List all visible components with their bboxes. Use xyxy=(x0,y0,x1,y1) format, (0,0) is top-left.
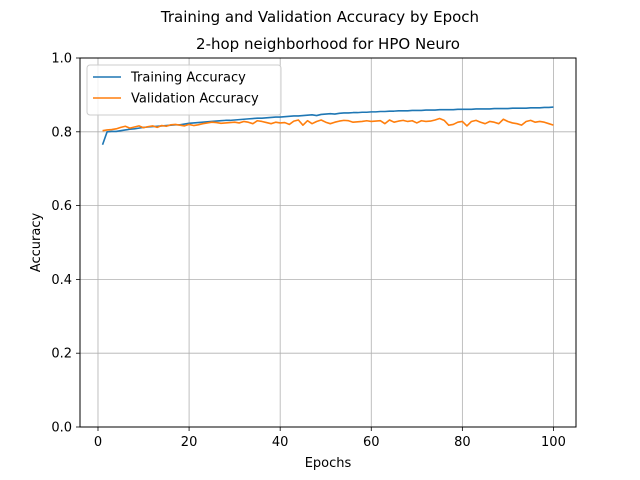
y-tick-label: 1.0 xyxy=(51,52,72,67)
y-tick-label: 0.0 xyxy=(51,421,72,436)
axes-frame xyxy=(79,57,577,428)
x-axis-label: Epochs xyxy=(305,456,352,471)
legend-box xyxy=(86,64,282,116)
legend-label: Training Accuracy xyxy=(130,71,246,86)
axis-ticks: 0 20 40 60 80 100 0.0 0.2 0.4 0.6 0.8 1.0 xyxy=(51,52,566,451)
x-tick-label: 60 xyxy=(363,435,380,450)
x-tick-label: 100 xyxy=(541,435,566,450)
series-line-validation-accuracy xyxy=(102,117,554,132)
y-tick-label: 0.8 xyxy=(51,125,72,140)
y-tick-label: 0.6 xyxy=(51,199,72,214)
series-lines xyxy=(101,106,554,145)
figure-suptitle: Training and Validation Accuracy by Epoc… xyxy=(160,8,480,26)
y-tick-label: 0.4 xyxy=(51,273,72,288)
x-tick-label: 20 xyxy=(181,435,198,450)
x-tick-label: 0 xyxy=(94,435,102,450)
legend: Training Accuracy Validation Accuracy xyxy=(86,64,282,116)
chart-title: 2-hop neighborhood for HPO Neuro xyxy=(196,35,460,53)
y-axis-label: Accuracy xyxy=(29,213,44,273)
x-tick-label: 80 xyxy=(454,435,471,450)
y-tick-label: 0.2 xyxy=(51,347,72,362)
legend-label: Validation Accuracy xyxy=(131,92,259,107)
x-tick-label: 40 xyxy=(272,435,289,450)
